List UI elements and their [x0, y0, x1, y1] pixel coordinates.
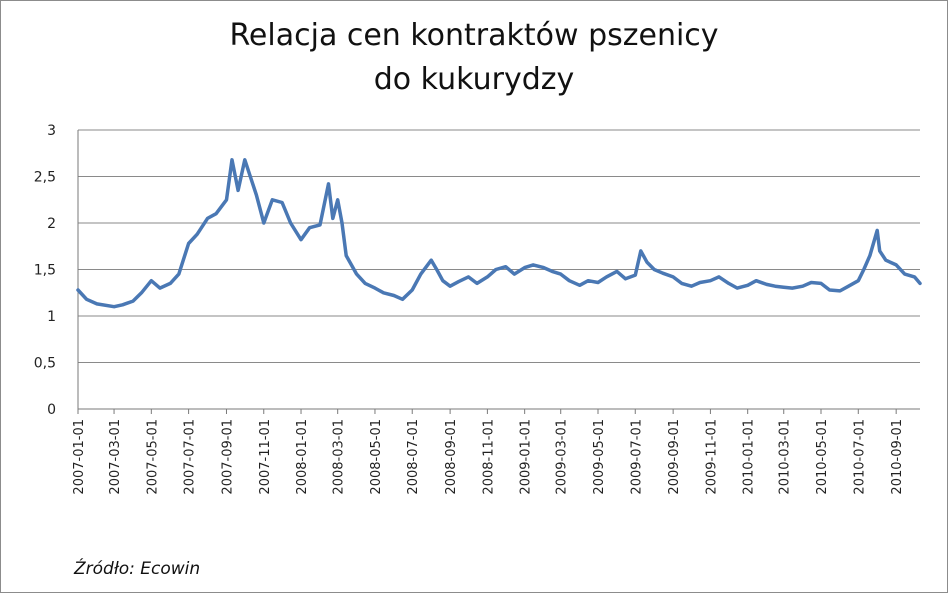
- x-tick-label: 2010-05-01: [815, 419, 830, 495]
- x-tick-label: 2007-09-01: [220, 419, 235, 495]
- x-tick-label: 2009-05-01: [592, 419, 607, 495]
- x-tick-label: 2009-07-01: [629, 419, 644, 495]
- chart-title: Relacja cen kontraktów pszenicy do kukur…: [0, 14, 948, 102]
- x-tick-label: 2008-03-01: [332, 419, 347, 495]
- x-tick-label: 2007-11-01: [258, 419, 273, 495]
- x-tick-label: 2010-07-01: [852, 419, 867, 495]
- y-axis-tick-labels: 0 0,5 1 1,5 2 2,5 3: [34, 123, 56, 418]
- x-tick-label: 2009-11-01: [704, 419, 719, 495]
- series-lines: [76, 158, 922, 309]
- x-tick-label: 2007-01-01: [72, 419, 87, 495]
- y-tick-label: 3: [47, 123, 56, 139]
- y-tick-label: 2,5: [34, 170, 56, 186]
- x-tick-label: 2008-11-01: [481, 419, 496, 495]
- x-tick-label: 2007-07-01: [183, 419, 198, 495]
- x-tick-label: 2008-01-01: [295, 419, 310, 495]
- x-tick-label: 2010-09-01: [890, 419, 905, 495]
- series-line: [76, 158, 922, 309]
- y-tick-label: 1,5: [34, 263, 56, 279]
- y-tick-label: 0,5: [34, 356, 56, 372]
- x-tick-label: 2009-03-01: [555, 419, 570, 495]
- gridlines: [78, 129, 920, 363]
- x-tick-label: 2008-05-01: [369, 419, 384, 495]
- chart-title-line-1: Relacja cen kontraktów pszenicy: [229, 18, 719, 53]
- x-tick-label: 2010-03-01: [778, 419, 793, 495]
- y-tick-label: 1: [47, 309, 56, 325]
- x-tick-label: 2009-09-01: [667, 419, 682, 495]
- x-axis: [77, 130, 920, 414]
- x-tick-label: 2008-09-01: [444, 419, 459, 495]
- x-tick-label: 2010-01-01: [742, 419, 757, 495]
- x-tick-label: 2008-07-01: [406, 419, 421, 495]
- source-note: Źródło: Ecowin: [74, 559, 201, 579]
- chart-title-line-2: do kukurydzy: [373, 62, 575, 97]
- y-tick-label: 2: [47, 216, 56, 232]
- x-tick-label: 2007-05-01: [145, 419, 160, 495]
- x-tick-label: 2007-03-01: [108, 419, 123, 495]
- y-tick-label: 0: [47, 402, 56, 418]
- x-tick-label: 2009-01-01: [519, 419, 534, 495]
- x-axis-tick-labels: 2007-01-01 2007-03-01 2007-05-01 2007-07-01…: [72, 419, 905, 495]
